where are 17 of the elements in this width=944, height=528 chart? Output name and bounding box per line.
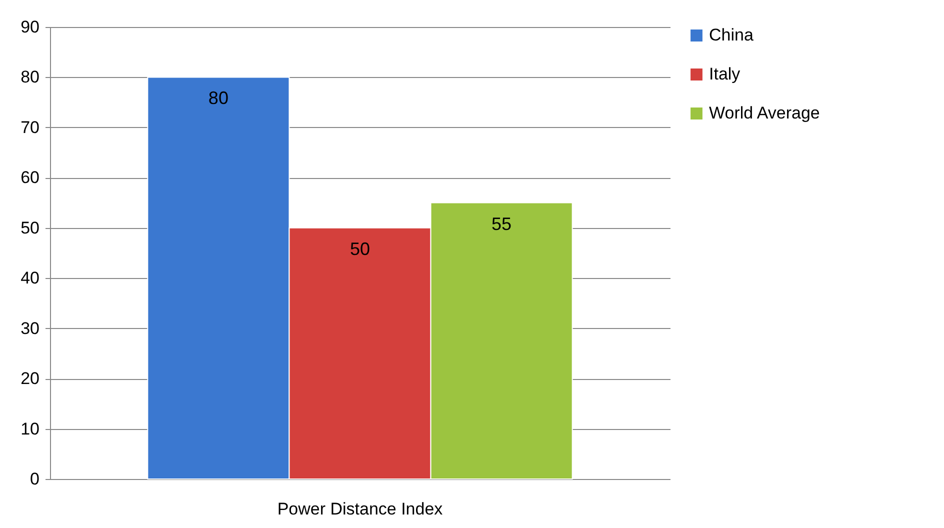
y-tick-label: 30 (20, 318, 40, 338)
y-tick-label: 90 (20, 18, 40, 36)
legend-label: China (709, 26, 754, 44)
data-label: 50 (350, 238, 370, 259)
legend-label: World Average (709, 104, 820, 122)
y-tick-label: 60 (20, 168, 40, 188)
y-tick-label: 20 (20, 369, 40, 388)
x-tick-label: Power Distance Index (277, 500, 444, 518)
y-tick-label: 10 (20, 419, 40, 438)
data-label: 80 (208, 88, 228, 108)
y-tick-label: 0 (30, 470, 40, 488)
y-tick-label: 50 (20, 218, 40, 238)
data-label: 55 (492, 214, 512, 234)
y-tick-label: 70 (20, 118, 40, 137)
y-tick-label: 80 (20, 68, 40, 87)
y-tick-label: 40 (20, 268, 40, 288)
legend-label: Italy (709, 64, 741, 84)
